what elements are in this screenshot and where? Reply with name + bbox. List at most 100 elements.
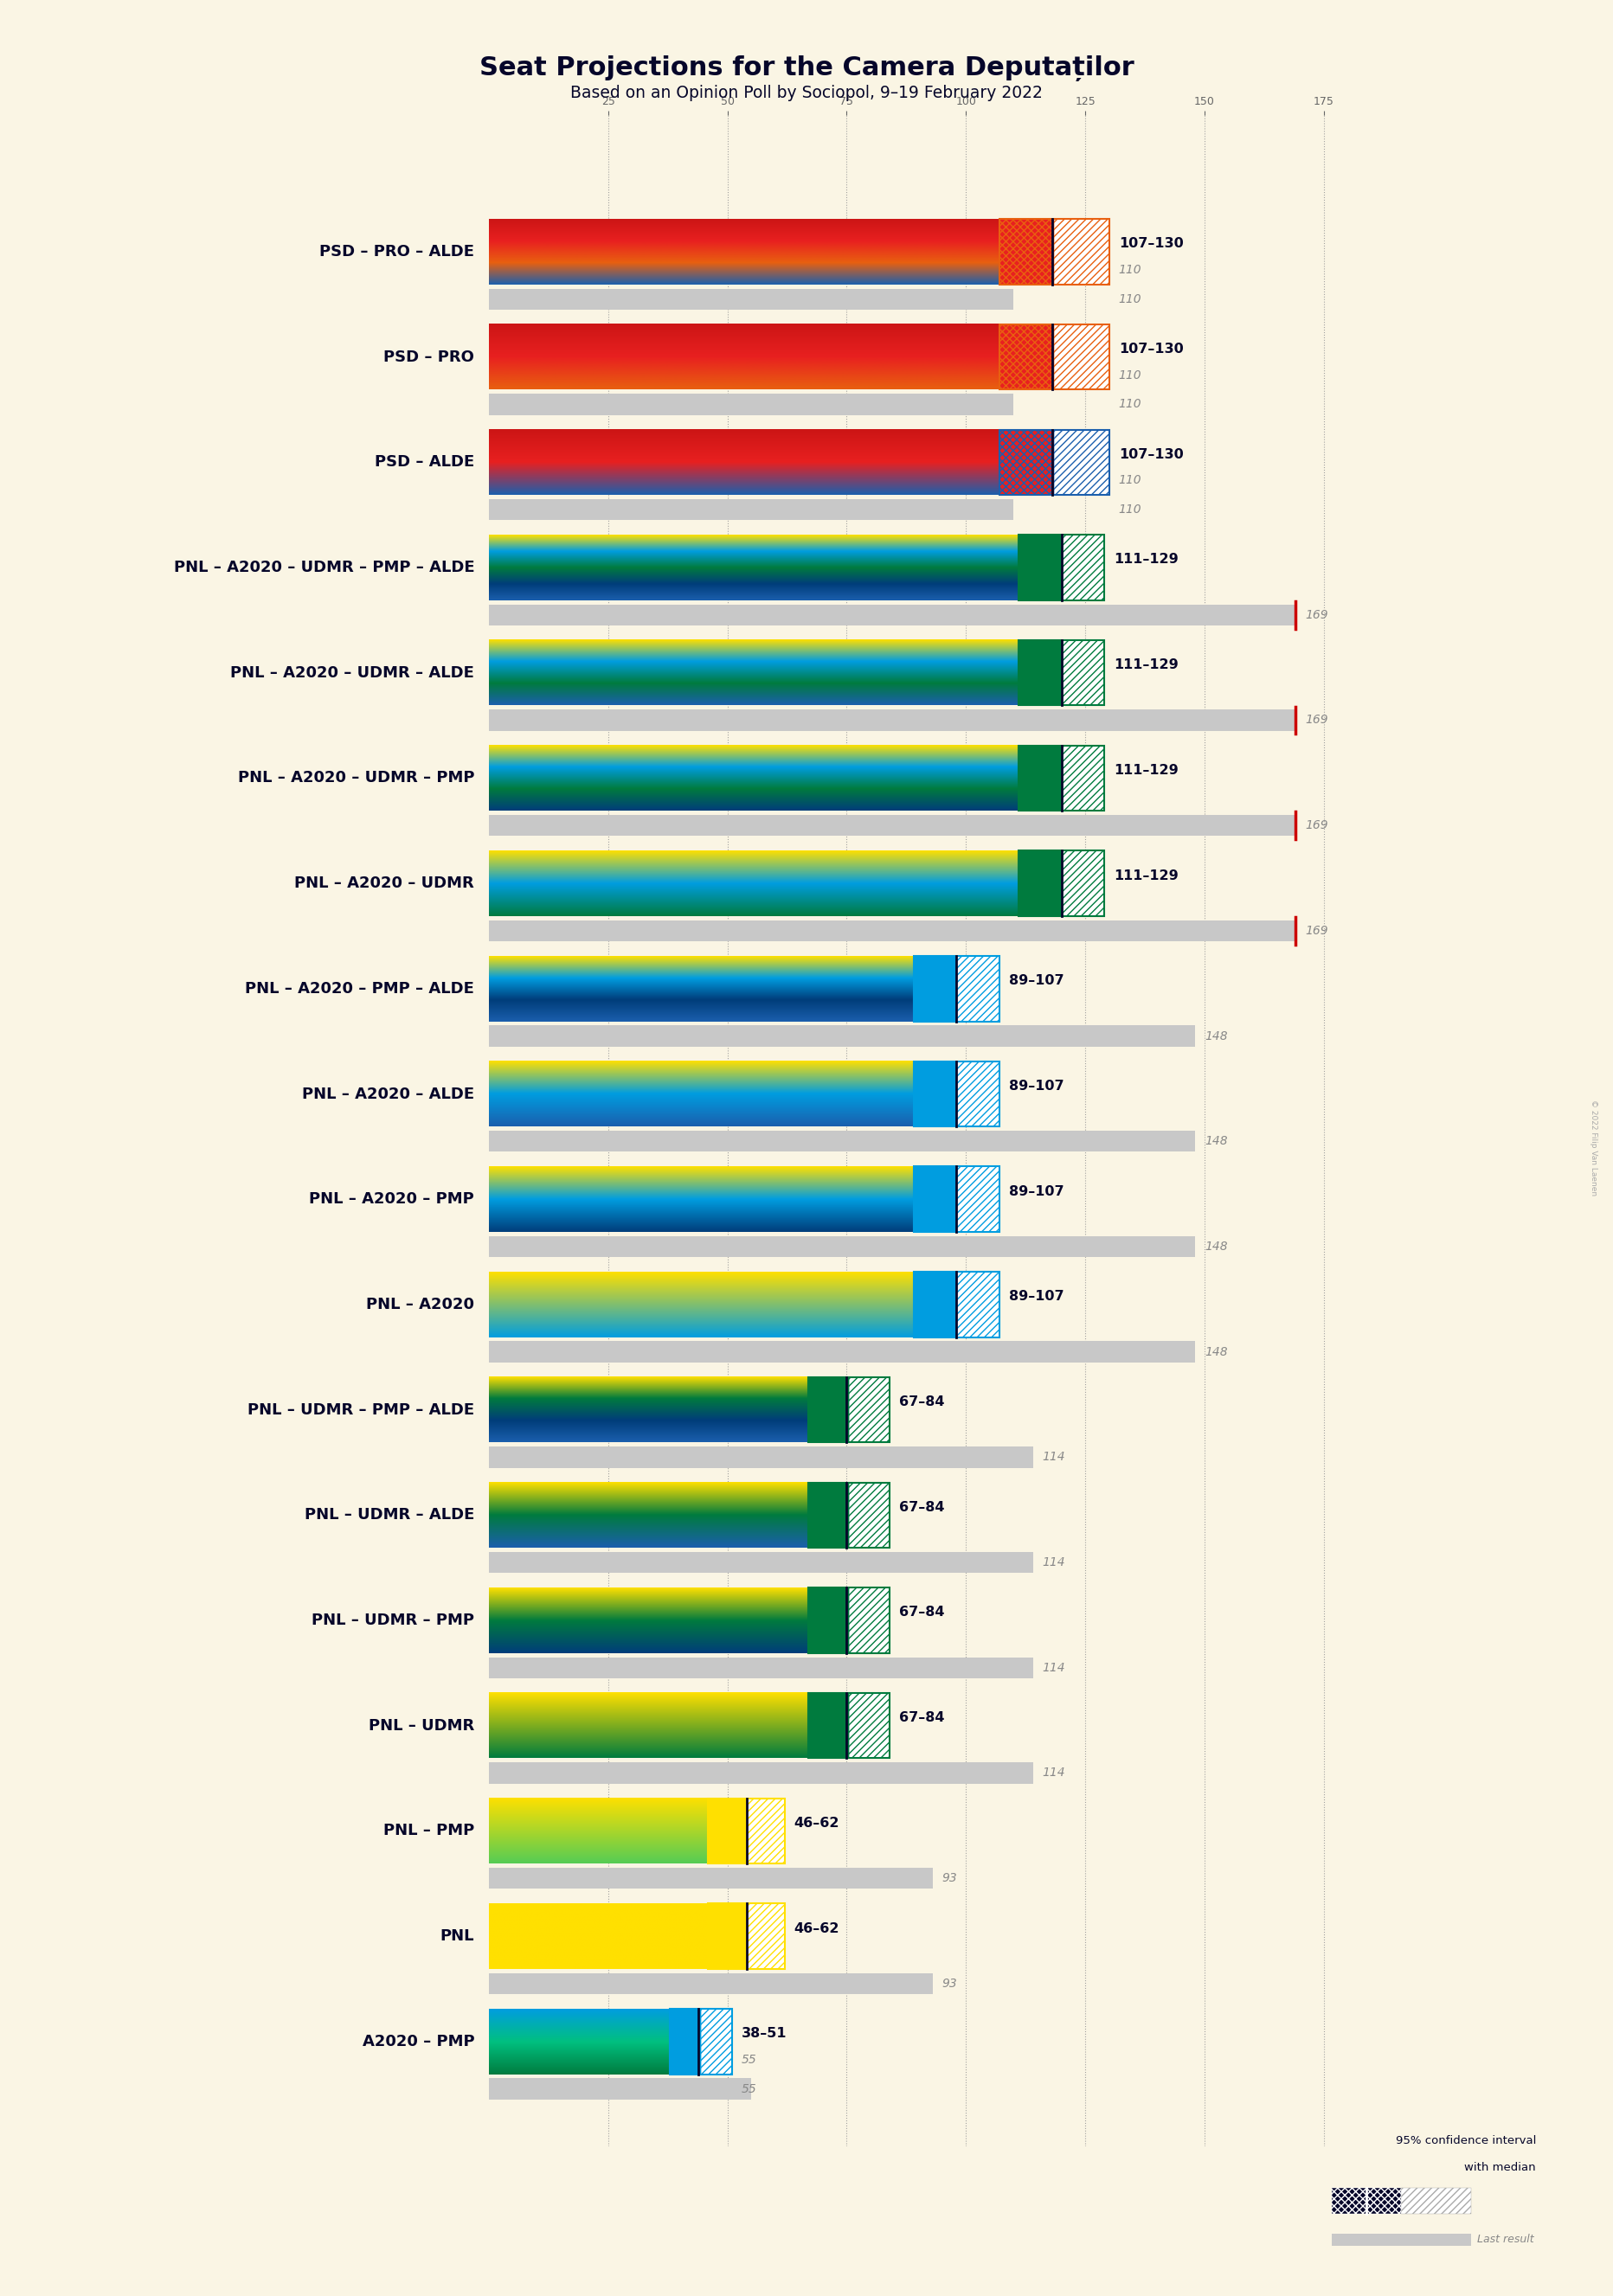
Bar bbox=[808, 1589, 848, 1653]
Text: 55: 55 bbox=[742, 2082, 756, 2094]
Text: PNL – UDMR – ALDE: PNL – UDMR – ALDE bbox=[305, 1506, 474, 1522]
Bar bbox=[1331, 2188, 1402, 2213]
Bar bbox=[957, 1272, 1000, 1336]
Bar bbox=[1018, 852, 1061, 916]
Bar bbox=[747, 1798, 784, 1864]
Bar bbox=[1331, 2234, 1471, 2245]
Bar bbox=[489, 1235, 1195, 1258]
Text: with median: with median bbox=[1465, 2163, 1536, 2174]
Bar bbox=[489, 1341, 1195, 1362]
Text: 110: 110 bbox=[1119, 503, 1142, 517]
Text: 67–84: 67–84 bbox=[898, 1502, 945, 1513]
Text: 93: 93 bbox=[942, 1977, 958, 1991]
Text: PNL – A2020 – UDMR – PMP – ALDE: PNL – A2020 – UDMR – PMP – ALDE bbox=[174, 560, 474, 576]
Text: 110: 110 bbox=[1119, 294, 1142, 305]
Bar bbox=[913, 955, 957, 1022]
Text: PNL – UDMR: PNL – UDMR bbox=[368, 1717, 474, 1733]
Bar bbox=[669, 2009, 732, 2073]
Bar bbox=[913, 1061, 957, 1127]
Bar bbox=[708, 1903, 747, 1970]
Bar bbox=[747, 1903, 784, 1970]
Bar bbox=[1055, 218, 1110, 285]
Bar bbox=[1018, 641, 1061, 705]
Bar bbox=[489, 395, 1013, 416]
Text: PNL – PMP: PNL – PMP bbox=[384, 1823, 474, 1839]
Text: 89–107: 89–107 bbox=[1010, 1185, 1065, 1199]
Bar bbox=[708, 1903, 747, 1970]
Text: 114: 114 bbox=[1042, 1768, 1066, 1779]
Text: Based on an Opinion Poll by Sociopol, 9–19 February 2022: Based on an Opinion Poll by Sociopol, 9–… bbox=[571, 85, 1042, 101]
Bar bbox=[808, 1483, 890, 1548]
Bar bbox=[913, 1166, 957, 1233]
Bar bbox=[1055, 429, 1110, 496]
Bar bbox=[913, 955, 957, 1022]
Bar bbox=[1000, 429, 1055, 496]
Text: Last result: Last result bbox=[1478, 2234, 1534, 2245]
Bar bbox=[808, 1378, 890, 1442]
Bar bbox=[747, 1903, 784, 1970]
Bar bbox=[848, 1378, 890, 1442]
Bar bbox=[489, 604, 1295, 625]
Text: © 2022 Filip Van Laenen: © 2022 Filip Van Laenen bbox=[1590, 1100, 1597, 1196]
Bar bbox=[848, 1378, 890, 1442]
Bar bbox=[1000, 429, 1110, 496]
Text: PNL – A2020 – PMP – ALDE: PNL – A2020 – PMP – ALDE bbox=[245, 980, 474, 996]
Bar bbox=[1018, 641, 1061, 705]
Bar bbox=[489, 709, 1295, 730]
Bar bbox=[808, 1483, 848, 1548]
Text: PNL – A2020 – UDMR: PNL – A2020 – UDMR bbox=[295, 875, 474, 891]
Text: 169: 169 bbox=[1305, 714, 1327, 726]
Bar bbox=[808, 1378, 848, 1442]
Text: PNL – UDMR – PMP – ALDE: PNL – UDMR – PMP – ALDE bbox=[247, 1403, 474, 1417]
Bar bbox=[702, 2009, 732, 2073]
Bar bbox=[848, 1692, 890, 1759]
Bar bbox=[1000, 324, 1055, 390]
Bar bbox=[708, 1798, 747, 1864]
Bar bbox=[808, 1692, 848, 1759]
Bar bbox=[808, 1692, 890, 1759]
Bar bbox=[957, 1061, 1000, 1127]
Bar bbox=[489, 1552, 1032, 1573]
Bar bbox=[808, 1589, 848, 1653]
Bar bbox=[957, 955, 1000, 1022]
Text: PNL – UDMR – PMP: PNL – UDMR – PMP bbox=[311, 1612, 474, 1628]
Bar bbox=[1018, 746, 1061, 810]
Bar bbox=[1061, 641, 1105, 705]
Text: 107–130: 107–130 bbox=[1119, 236, 1184, 250]
Bar bbox=[708, 1798, 784, 1864]
Bar bbox=[1000, 324, 1055, 390]
Text: 46–62: 46–62 bbox=[794, 1922, 840, 1936]
Text: 169: 169 bbox=[1305, 925, 1327, 937]
Text: Seat Projections for the Camera Deputaților: Seat Projections for the Camera Deputați… bbox=[479, 55, 1134, 80]
Text: PSD – ALDE: PSD – ALDE bbox=[374, 455, 474, 471]
Bar bbox=[1055, 324, 1110, 390]
Bar bbox=[957, 1061, 1000, 1127]
Bar bbox=[1018, 852, 1061, 916]
Text: 107–130: 107–130 bbox=[1119, 448, 1184, 461]
Text: 111–129: 111–129 bbox=[1115, 870, 1179, 882]
Bar bbox=[1018, 641, 1105, 705]
Bar bbox=[489, 1763, 1032, 1784]
Bar bbox=[913, 1166, 957, 1233]
Bar bbox=[1000, 218, 1110, 285]
Bar bbox=[913, 1272, 957, 1336]
Text: PSD – PRO – ALDE: PSD – PRO – ALDE bbox=[319, 243, 474, 259]
Bar bbox=[1018, 535, 1061, 599]
Bar bbox=[1000, 429, 1055, 496]
Text: 89–107: 89–107 bbox=[1010, 1290, 1065, 1304]
Bar bbox=[808, 1589, 890, 1653]
Text: 110: 110 bbox=[1119, 370, 1142, 381]
Text: 169: 169 bbox=[1305, 608, 1327, 620]
Bar bbox=[1018, 535, 1061, 599]
Bar bbox=[489, 1658, 1032, 1678]
Bar bbox=[1055, 324, 1110, 390]
Bar bbox=[1055, 218, 1110, 285]
Text: 55: 55 bbox=[742, 2053, 756, 2066]
Text: PNL – A2020 – ALDE: PNL – A2020 – ALDE bbox=[302, 1086, 474, 1102]
Text: PNL – A2020 – UDMR – PMP: PNL – A2020 – UDMR – PMP bbox=[237, 769, 474, 785]
Bar bbox=[848, 1692, 890, 1759]
Bar bbox=[489, 815, 1295, 836]
Text: 148: 148 bbox=[1205, 1345, 1227, 1357]
Text: 148: 148 bbox=[1205, 1031, 1227, 1042]
Text: 111–129: 111–129 bbox=[1115, 553, 1179, 567]
